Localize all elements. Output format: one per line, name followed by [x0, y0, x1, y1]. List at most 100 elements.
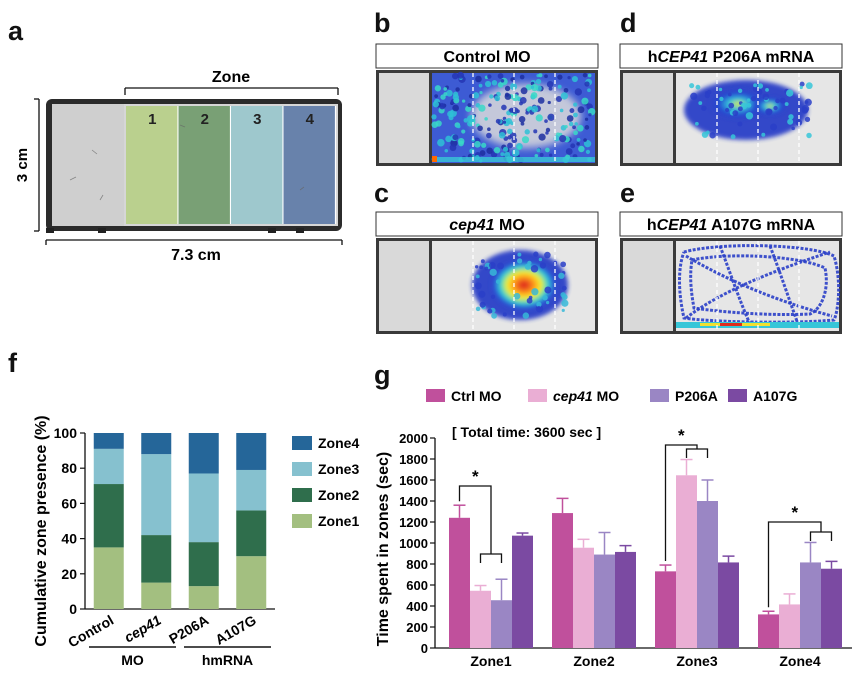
f-bar-zone3	[188, 473, 219, 543]
g-legend-label: A107G	[753, 388, 797, 404]
zone-number-1: 1	[148, 111, 156, 128]
g-significance-sub-bracket	[685, 448, 709, 458]
f-x-tick-label: A107G	[212, 612, 259, 648]
g-y-tick-label: 1800	[399, 452, 428, 467]
f-bar-zone4	[236, 433, 267, 470]
g-y-tick-label: 0	[421, 641, 428, 656]
g-y-tick-label: 2000	[399, 431, 428, 446]
heatmap-title-c: cep41 MO	[449, 217, 525, 234]
f-group-label: hmRNA	[202, 652, 253, 668]
f-bar-zone2	[141, 535, 172, 583]
zone-bands: 1 2 3 4	[126, 106, 337, 224]
g-x-tick-label: Zone4	[779, 653, 820, 669]
panel-label-a: a	[8, 16, 24, 46]
g-y-tick-label: 600	[406, 578, 428, 593]
g-legend-label: P206A	[675, 388, 718, 404]
g-y-tick-label: 800	[406, 557, 428, 572]
g-bar	[552, 513, 573, 648]
width-label: 7.3 cm	[171, 247, 221, 264]
g-significance-sub-bracket	[809, 531, 833, 541]
g-bar	[697, 501, 718, 648]
f-y-tick-label: 0	[69, 601, 77, 617]
g-y-axis-label: Time spent in zones (sec)	[375, 452, 392, 646]
g-x-tick-label: Zone1	[470, 653, 511, 669]
f-bar-zone2	[188, 542, 219, 587]
heatmap-panel-p206a: hCEP41 P206A mRNA	[619, 43, 843, 166]
panel-label-g: g	[374, 360, 391, 390]
heatmap-title-b: Control MO	[443, 49, 530, 66]
f-group-label: MO	[121, 652, 144, 668]
g-legend-swatch	[528, 389, 547, 402]
f-bar-zone2	[236, 510, 267, 557]
g-significance-star: *	[791, 503, 798, 522]
zone-band-1	[126, 106, 178, 224]
f-legend-swatch-zone1	[292, 514, 312, 528]
f-legend-swatch-zone4	[292, 436, 312, 450]
g-bar	[594, 554, 615, 648]
f-y-tick-label: 20	[61, 566, 77, 582]
heatmap-panel-a107g: hCEP41 A107G mRNA	[619, 211, 843, 334]
chart-g-time-in-zones: 0 200 400 600 800 1000 1200 1400 1600 1800 2000 Tim…	[375, 388, 852, 669]
g-bar	[718, 562, 739, 648]
f-bar-zone1	[236, 556, 267, 609]
f-x-tick-label: Control	[65, 612, 116, 651]
g-y-tick-label: 1200	[399, 515, 428, 530]
f-bar-zone4	[141, 433, 172, 455]
f-legend-label-zone2: Zone2	[318, 487, 359, 503]
g-bar	[615, 551, 636, 648]
heatmap-panel-control-mo: Control MO	[375, 43, 599, 166]
panel-label-b: b	[374, 8, 391, 38]
f-x-tick-label: P206A	[166, 612, 211, 647]
g-bar	[758, 614, 779, 648]
panel-a-tank: Zone 1 2 3 4 3 cm 7.3 cm	[14, 69, 343, 264]
g-bar	[491, 600, 512, 648]
zone-number-4: 4	[306, 111, 315, 128]
f-legend-label-zone4: Zone4	[318, 435, 359, 451]
f-y-axis-label: Cumulative zone presence (%)	[33, 415, 50, 646]
g-bar	[779, 604, 800, 648]
g-legend-label: Ctrl MO	[451, 388, 502, 404]
g-y-tick-label: 1600	[399, 473, 428, 488]
f-bar-zone1	[141, 582, 172, 609]
g-y-tick-label: 400	[406, 599, 428, 614]
zone-band-3	[231, 106, 283, 224]
f-bar-zone2	[93, 484, 124, 548]
f-y-tick-label: 100	[54, 425, 78, 441]
heatmap-panel-cep41-mo: cep41 MO	[375, 211, 599, 334]
g-significance-bracket	[458, 485, 492, 554]
g-y-tick-label: 200	[406, 620, 428, 635]
g-x-tick-label: Zone2	[573, 653, 614, 669]
g-bar	[676, 475, 697, 648]
g-bar	[573, 547, 594, 648]
f-bar-zone4	[93, 433, 124, 449]
zone-title: Zone	[212, 69, 250, 86]
zone-band-2	[178, 106, 230, 224]
zone-number-3: 3	[253, 111, 261, 128]
f-y-tick-label: 80	[61, 460, 77, 476]
panel-label-f: f	[8, 348, 18, 378]
g-significance-star: *	[472, 467, 479, 486]
g-x-tick-label: Zone3	[676, 653, 717, 669]
g-bar	[470, 590, 491, 648]
g-legend-swatch	[426, 389, 445, 402]
g-significance-sub-bracket	[479, 553, 503, 563]
panel-label-e: e	[620, 178, 635, 208]
f-bar-zone4	[188, 433, 219, 474]
g-bar	[821, 568, 842, 648]
f-y-tick-label: 40	[61, 531, 77, 547]
tank-left-chamber	[52, 104, 124, 226]
f-bar-zone1	[188, 586, 219, 609]
g-bar	[512, 535, 533, 648]
heatmap-title-d: hCEP41 P206A mRNA	[648, 49, 815, 66]
panel-label-d: d	[620, 8, 637, 38]
g-legend-label: cep41 MO	[553, 388, 619, 404]
g-bar	[655, 571, 676, 648]
f-x-tick-label: cep41	[121, 612, 164, 646]
heatmap-title-e: hCEP41 A107G mRNA	[647, 217, 816, 234]
g-y-tick-label: 1000	[399, 536, 428, 551]
g-legend-swatch	[728, 389, 747, 402]
g-annotation: [ Total time: 3600 sec ]	[452, 424, 601, 440]
g-significance-bracket	[664, 444, 698, 562]
